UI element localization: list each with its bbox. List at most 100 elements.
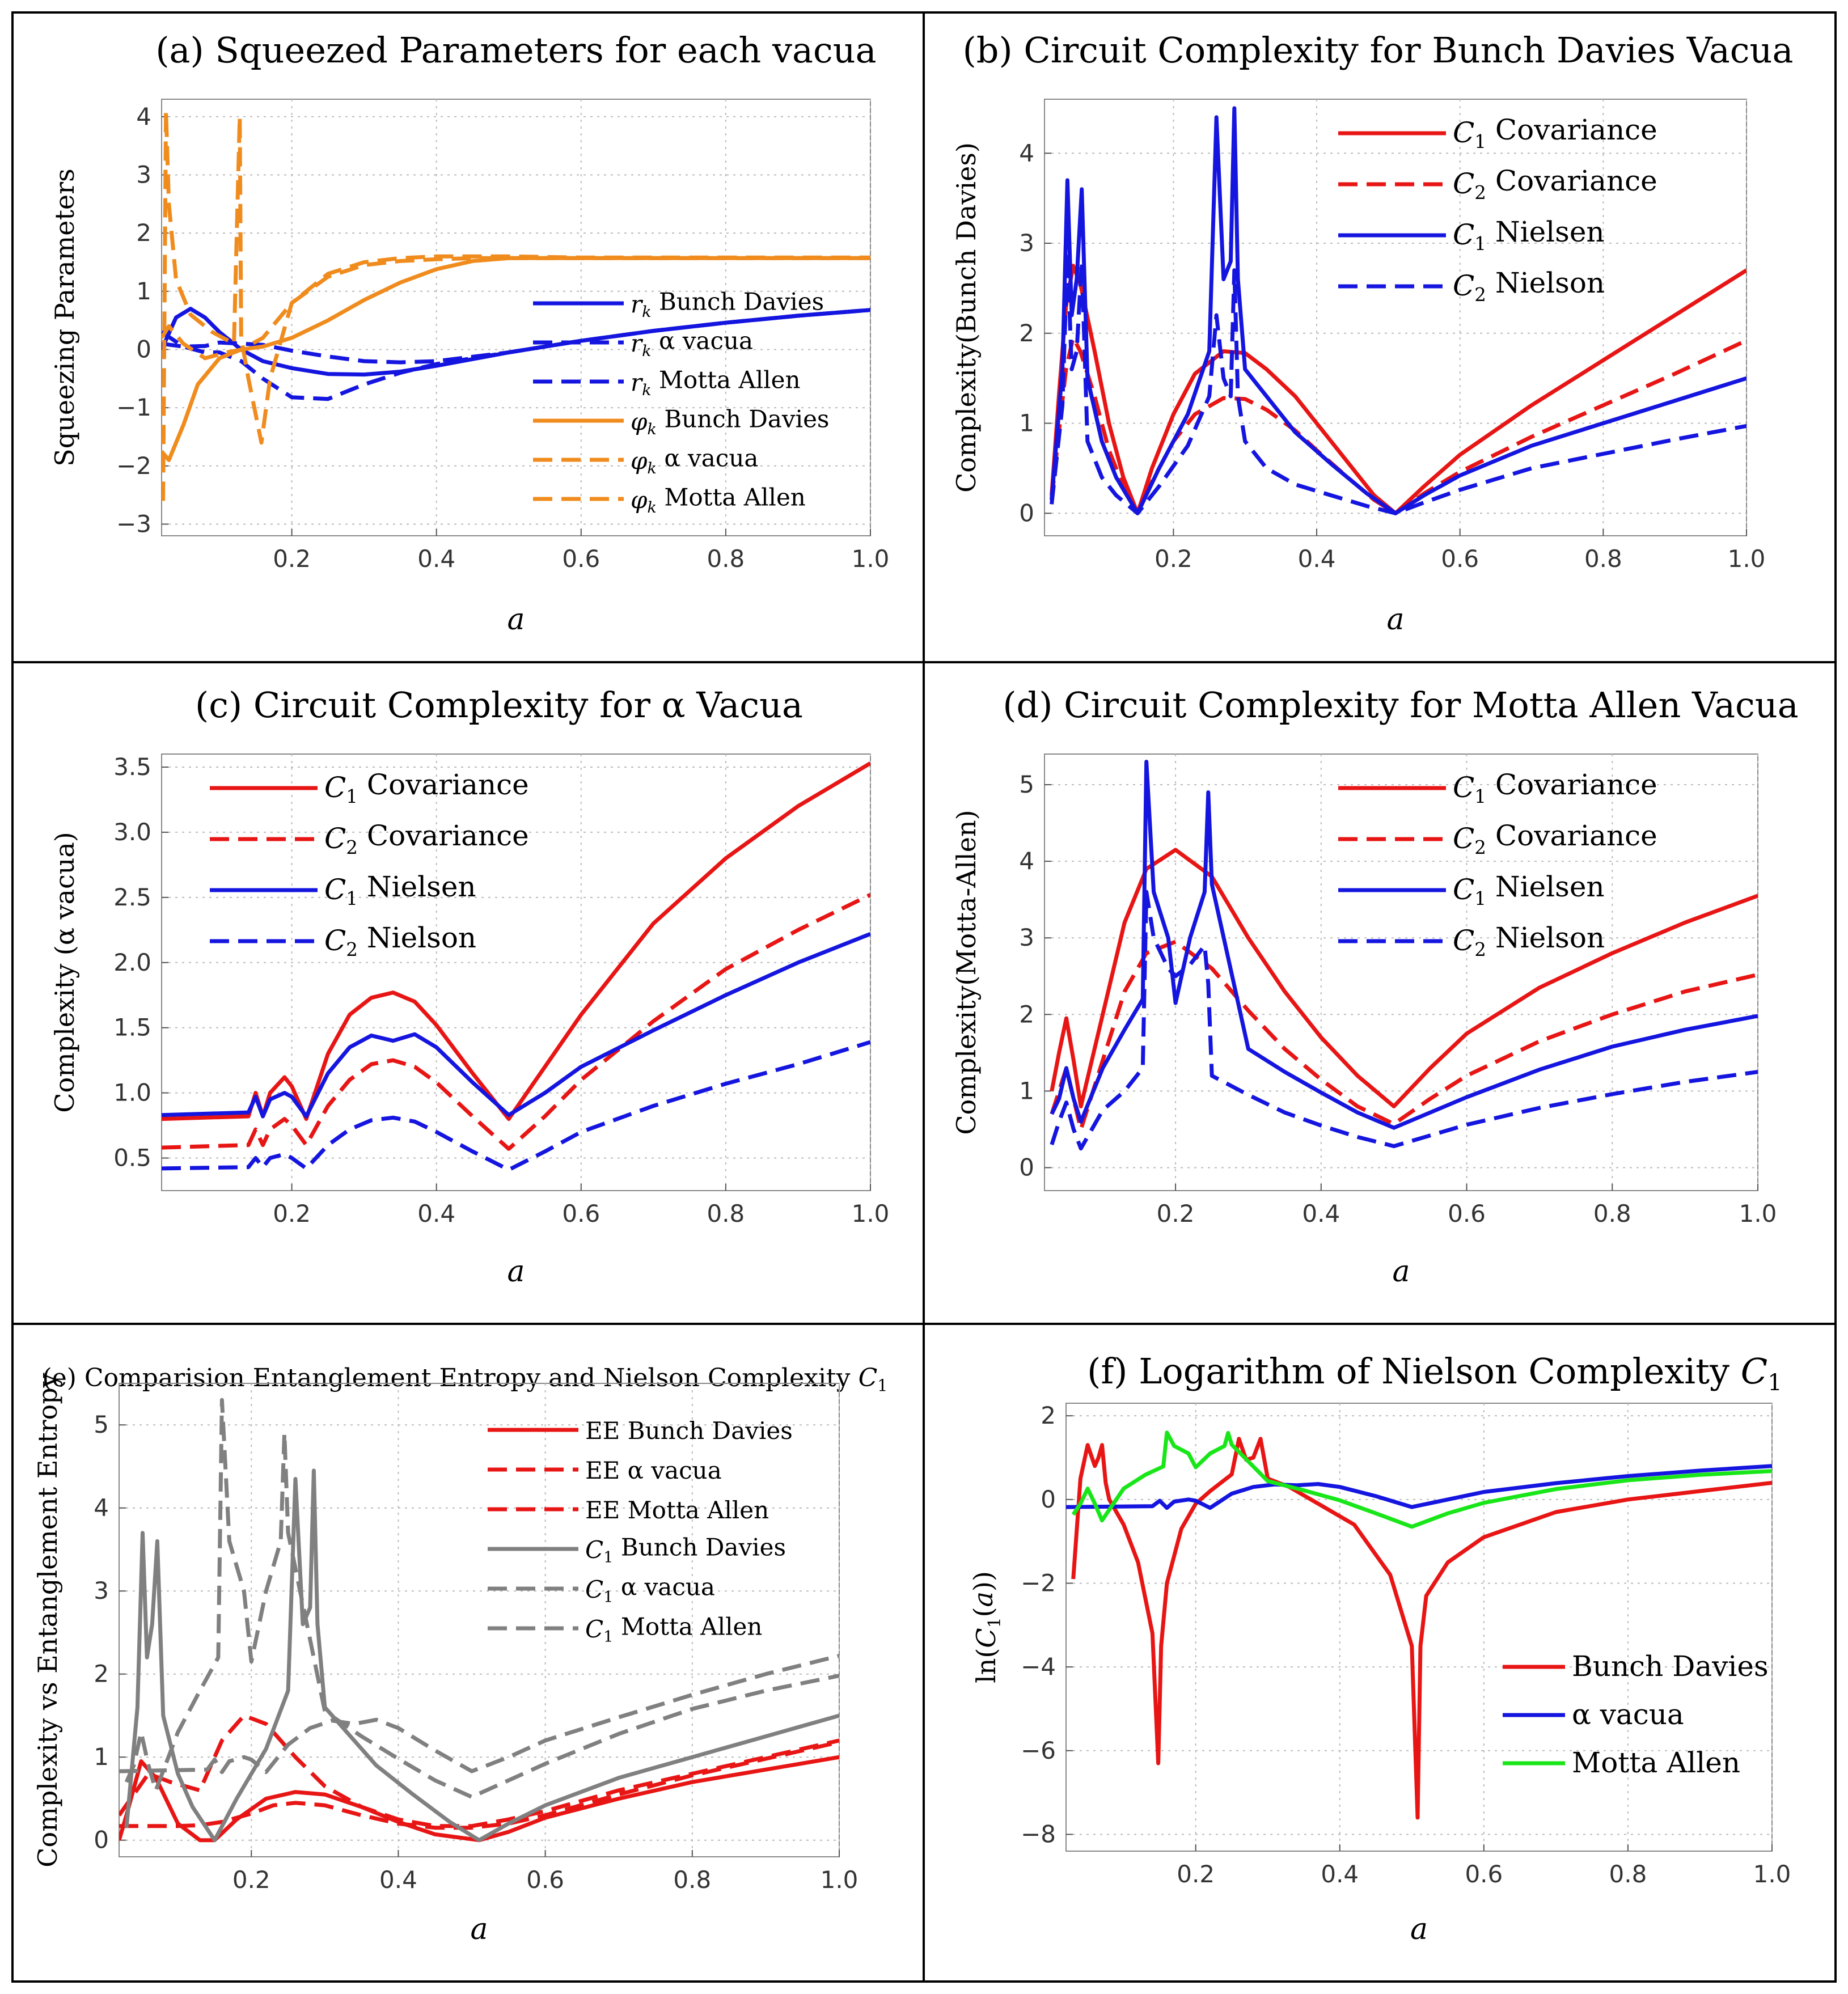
- x-tick-label: 0.8: [1584, 545, 1622, 573]
- legend-label: C2 Covariance: [1453, 164, 1657, 204]
- x-tick-label: 1.0: [1739, 1200, 1777, 1227]
- y-axis-label: Complexity(Bunch Davies): [951, 142, 982, 493]
- series-line--k-vacua: [162, 256, 870, 361]
- y-tick-label: −4: [1021, 1653, 1056, 1680]
- y-tick-label: 1: [1019, 409, 1034, 437]
- series-line-ee-vacua: [119, 1740, 839, 1830]
- plot-frame: [119, 1383, 840, 1857]
- x-tick-label: 0.6: [562, 545, 600, 573]
- x-axis-label: a: [1392, 1255, 1410, 1289]
- legend-label: C1 Nielsen: [324, 870, 476, 909]
- series-line-c1-nielsen: [1050, 106, 1746, 515]
- x-axis-label: a: [1410, 1912, 1428, 1946]
- y-tick-label: 4: [136, 103, 151, 130]
- x-tick-label: 1.0: [821, 1866, 859, 1894]
- x-tick-label: 0.2: [232, 1866, 270, 1894]
- x-tick-label: 0.4: [417, 1200, 455, 1227]
- legend: C1 Covariance C2 Covariance C1 Nielsen C2 N…: [210, 768, 529, 960]
- panel-border: [923, 1323, 1837, 1983]
- x-tick-label: 0.2: [1155, 545, 1192, 573]
- x-tick-label: 0.4: [417, 545, 455, 573]
- panel-f: (f) Logarithm of Nielson Complexity C1 0.…: [923, 1323, 1837, 1983]
- legend-label: C2 Covariance: [324, 819, 529, 858]
- legend-label: φk Bunch Davies: [631, 405, 830, 439]
- y-tick-label: 3.0: [113, 818, 151, 846]
- y-tick-label: 2: [1041, 1402, 1056, 1429]
- y-tick-label: 5: [94, 1411, 109, 1438]
- legend-label: EE α vacua: [585, 1457, 722, 1484]
- y-tick-label: 1: [136, 277, 151, 305]
- x-tick-label: 1.0: [1728, 545, 1766, 573]
- legend-label: φk α vacua: [631, 444, 758, 478]
- legend-label: C2 Nielson: [324, 921, 476, 960]
- panel-a: (a) Squeezed Parameters for each vacua 0.…: [11, 11, 925, 663]
- series-line-c1-nielsen: [1050, 760, 1758, 1130]
- x-tick-label: 0.8: [673, 1866, 711, 1894]
- legend-label: C1 Covariance: [1453, 768, 1657, 807]
- series-line-c1-nielsen: [162, 932, 870, 1119]
- x-axis-label: a: [507, 1255, 525, 1289]
- y-tick-label: −6: [1021, 1737, 1056, 1764]
- y-tick-label: 1: [94, 1743, 109, 1771]
- y-tick-label: 4: [1019, 847, 1034, 875]
- y-tick-label: 2.5: [113, 883, 151, 911]
- y-axis-label: Squeezing Parameters: [49, 168, 80, 467]
- x-tick-label: 0.4: [1321, 1860, 1359, 1888]
- chart-title: (b) Circuit Complexity for Bunch Davies …: [963, 29, 1794, 71]
- legend-label: rk α vacua: [631, 327, 753, 361]
- y-axis-label: ln(C1(a)): [968, 1571, 1005, 1683]
- panel-e: (e) Comparision Entanglement Entropy and…: [11, 1323, 925, 1983]
- legend-label: EE Motta Allen: [585, 1496, 769, 1524]
- series-line-ee-bunch-davies: [119, 1755, 839, 1843]
- legend: C1 Covariance C2 Covariance C1 Nielsen C2 N…: [1338, 768, 1657, 960]
- series-line-motta-allen: [1071, 1430, 1772, 1529]
- series-line-ee-motta-allen: [119, 1713, 839, 1828]
- y-tick-label: 4: [94, 1494, 109, 1522]
- y-tick-label: 3: [136, 160, 151, 188]
- x-tick-label: 0.6: [526, 1866, 564, 1894]
- legend-label: C2 Nielson: [1453, 921, 1605, 960]
- legend-label: C1 Bunch Davies: [585, 1534, 786, 1567]
- y-tick-label: 2.0: [113, 949, 151, 976]
- y-tick-label: 0: [136, 335, 151, 363]
- y-tick-label: 0: [94, 1826, 109, 1854]
- x-tick-label: 0.4: [1298, 545, 1336, 573]
- x-tick-label: 0.8: [1593, 1200, 1631, 1227]
- x-tick-label: 0.6: [1465, 1860, 1503, 1888]
- y-tick-label: 1: [1019, 1077, 1034, 1104]
- x-tick-label: 0.8: [707, 545, 745, 573]
- legend-label: rk Bunch Davies: [631, 288, 824, 321]
- series-line-c2-nielson: [1050, 890, 1758, 1151]
- chart-title: (f) Logarithm of Nielson Complexity C1: [1087, 1350, 1782, 1396]
- legend-label: C2 Nielson: [1453, 266, 1605, 306]
- panels-group: (a) Squeezed Parameters for each vacua 0.…: [11, 11, 1837, 1983]
- legend-label: rk Motta Allen: [631, 366, 801, 400]
- legend: Bunch Davies α vacua Motta Allen: [1503, 1650, 1769, 1779]
- y-tick-label: −8: [1021, 1820, 1056, 1848]
- x-tick-label: 0.6: [1441, 545, 1479, 573]
- y-tick-label: 4: [1019, 139, 1034, 167]
- legend-label: C1 Covariance: [1453, 113, 1657, 153]
- y-axis-label: Complexity (α vacua): [49, 832, 80, 1112]
- legend-label: C1 Motta Allen: [585, 1613, 762, 1646]
- x-axis-label: a: [1386, 603, 1404, 637]
- legend-label: EE Bunch Davies: [585, 1417, 793, 1445]
- panel-c: (c) Circuit Complexity for α Vacua 0.2 0.4…: [11, 661, 925, 1325]
- x-tick-label: 1.0: [1753, 1860, 1791, 1888]
- x-axis-label: a: [470, 1912, 488, 1946]
- chart-title: (e) Comparision Entanglement Entropy and…: [43, 1364, 888, 1395]
- legend: EE Bunch Davies EE α vacua EE Motta Allen C…: [488, 1417, 793, 1646]
- x-tick-label: 0.2: [1157, 1200, 1195, 1227]
- y-tick-label: −2: [116, 452, 151, 480]
- y-tick-label: 3: [94, 1577, 109, 1604]
- legend-label: Bunch Davies: [1572, 1650, 1769, 1683]
- x-tick-label: 0.2: [1177, 1860, 1215, 1888]
- x-tick-label: 1.0: [852, 1200, 890, 1227]
- y-tick-label: 2: [94, 1660, 109, 1688]
- series-line-c2-nielson: [1050, 250, 1746, 515]
- y-axis-label: Complexity(Motta-Allen): [951, 810, 982, 1134]
- legend-label: C1 Nielsen: [1453, 870, 1605, 909]
- y-tick-label: −1: [116, 393, 151, 421]
- x-tick-label: 0.6: [562, 1200, 600, 1227]
- y-tick-label: 5: [1019, 770, 1034, 798]
